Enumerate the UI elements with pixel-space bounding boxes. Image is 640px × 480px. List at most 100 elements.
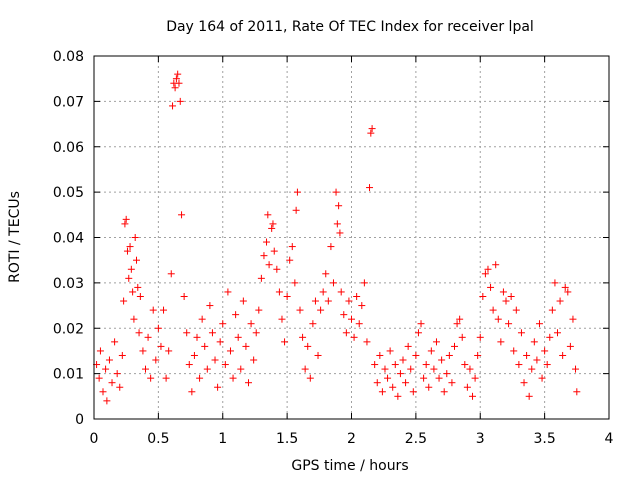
data-point	[445, 351, 453, 359]
data-point	[255, 306, 263, 314]
data-point	[125, 274, 133, 282]
data-point	[373, 379, 381, 387]
data-point	[162, 374, 170, 382]
data-point	[368, 125, 376, 133]
data-point	[448, 379, 456, 387]
data-point	[479, 292, 487, 300]
data-point	[299, 333, 307, 341]
data-point	[136, 292, 144, 300]
data-point	[530, 338, 538, 346]
data-point	[404, 342, 412, 350]
data-point	[319, 288, 327, 296]
data-point	[203, 365, 211, 373]
data-point	[533, 356, 541, 364]
data-point	[304, 342, 312, 350]
data-point	[499, 288, 507, 296]
data-point	[497, 338, 505, 346]
y-tick-label: 0.02	[53, 321, 84, 337]
data-point	[121, 220, 129, 228]
data-point	[183, 329, 191, 337]
x-tick-label: 3.5	[533, 431, 555, 447]
data-point	[247, 320, 255, 328]
data-point	[196, 374, 204, 382]
data-point	[252, 329, 260, 337]
data-point	[332, 188, 340, 196]
data-point	[337, 288, 345, 296]
data-point	[317, 306, 325, 314]
data-point	[573, 388, 581, 396]
data-point	[384, 374, 392, 382]
data-point	[391, 361, 399, 369]
data-point	[466, 365, 474, 373]
data-point	[232, 311, 240, 319]
data-point	[551, 279, 559, 287]
data-point	[226, 347, 234, 355]
data-point	[311, 297, 319, 305]
data-point	[165, 347, 173, 355]
data-point	[283, 292, 291, 300]
data-point	[229, 374, 237, 382]
data-point	[264, 211, 272, 219]
data-point	[171, 84, 179, 92]
data-point	[440, 388, 448, 396]
data-point	[206, 302, 214, 310]
x-tick-label: 2.5	[405, 431, 427, 447]
data-point	[561, 283, 569, 291]
data-point	[396, 370, 404, 378]
data-point	[152, 356, 160, 364]
data-point	[371, 361, 379, 369]
data-point	[353, 292, 361, 300]
x-tick-label: 0	[90, 431, 99, 447]
data-point	[417, 320, 425, 328]
data-point	[432, 338, 440, 346]
data-point	[292, 206, 300, 214]
data-point	[193, 333, 201, 341]
data-point	[208, 329, 216, 337]
data-point	[132, 256, 140, 264]
data-point	[324, 297, 332, 305]
data-point	[296, 306, 304, 314]
data-point	[102, 365, 110, 373]
data-point	[494, 315, 502, 323]
data-point	[489, 306, 497, 314]
data-point	[474, 351, 482, 359]
data-point	[414, 329, 422, 337]
data-point	[250, 356, 258, 364]
data-point	[157, 342, 165, 350]
data-point	[386, 347, 394, 355]
data-point	[188, 388, 196, 396]
data-point	[463, 383, 471, 391]
data-point	[525, 392, 533, 400]
data-point	[198, 315, 206, 323]
data-point	[340, 311, 348, 319]
data-point	[389, 383, 397, 391]
y-tick-label: 0.04	[53, 231, 84, 247]
data-point	[487, 283, 495, 291]
data-point	[314, 351, 322, 359]
data-point	[154, 324, 162, 332]
data-point	[399, 356, 407, 364]
data-point	[142, 365, 149, 373]
x-tick-label: 2	[347, 431, 356, 447]
data-point	[461, 361, 469, 369]
x-axis-ticks: 0 0.5 1 1.5 2 2.5 3 3.5 4	[90, 56, 614, 447]
data-point	[103, 397, 111, 405]
data-point	[348, 315, 355, 323]
data-point	[412, 351, 420, 359]
data-point	[245, 379, 252, 387]
data-point	[139, 347, 147, 355]
data-point	[169, 102, 177, 110]
data-point	[407, 365, 415, 373]
data-point	[129, 288, 137, 296]
data-point	[566, 342, 574, 350]
data-point	[520, 379, 528, 387]
data-point	[515, 361, 523, 369]
data-point	[273, 265, 281, 273]
data-point	[270, 247, 278, 255]
data-point	[556, 297, 564, 305]
data-point	[376, 351, 384, 359]
data-point	[335, 202, 343, 210]
data-point	[469, 392, 477, 400]
data-point	[366, 184, 374, 192]
